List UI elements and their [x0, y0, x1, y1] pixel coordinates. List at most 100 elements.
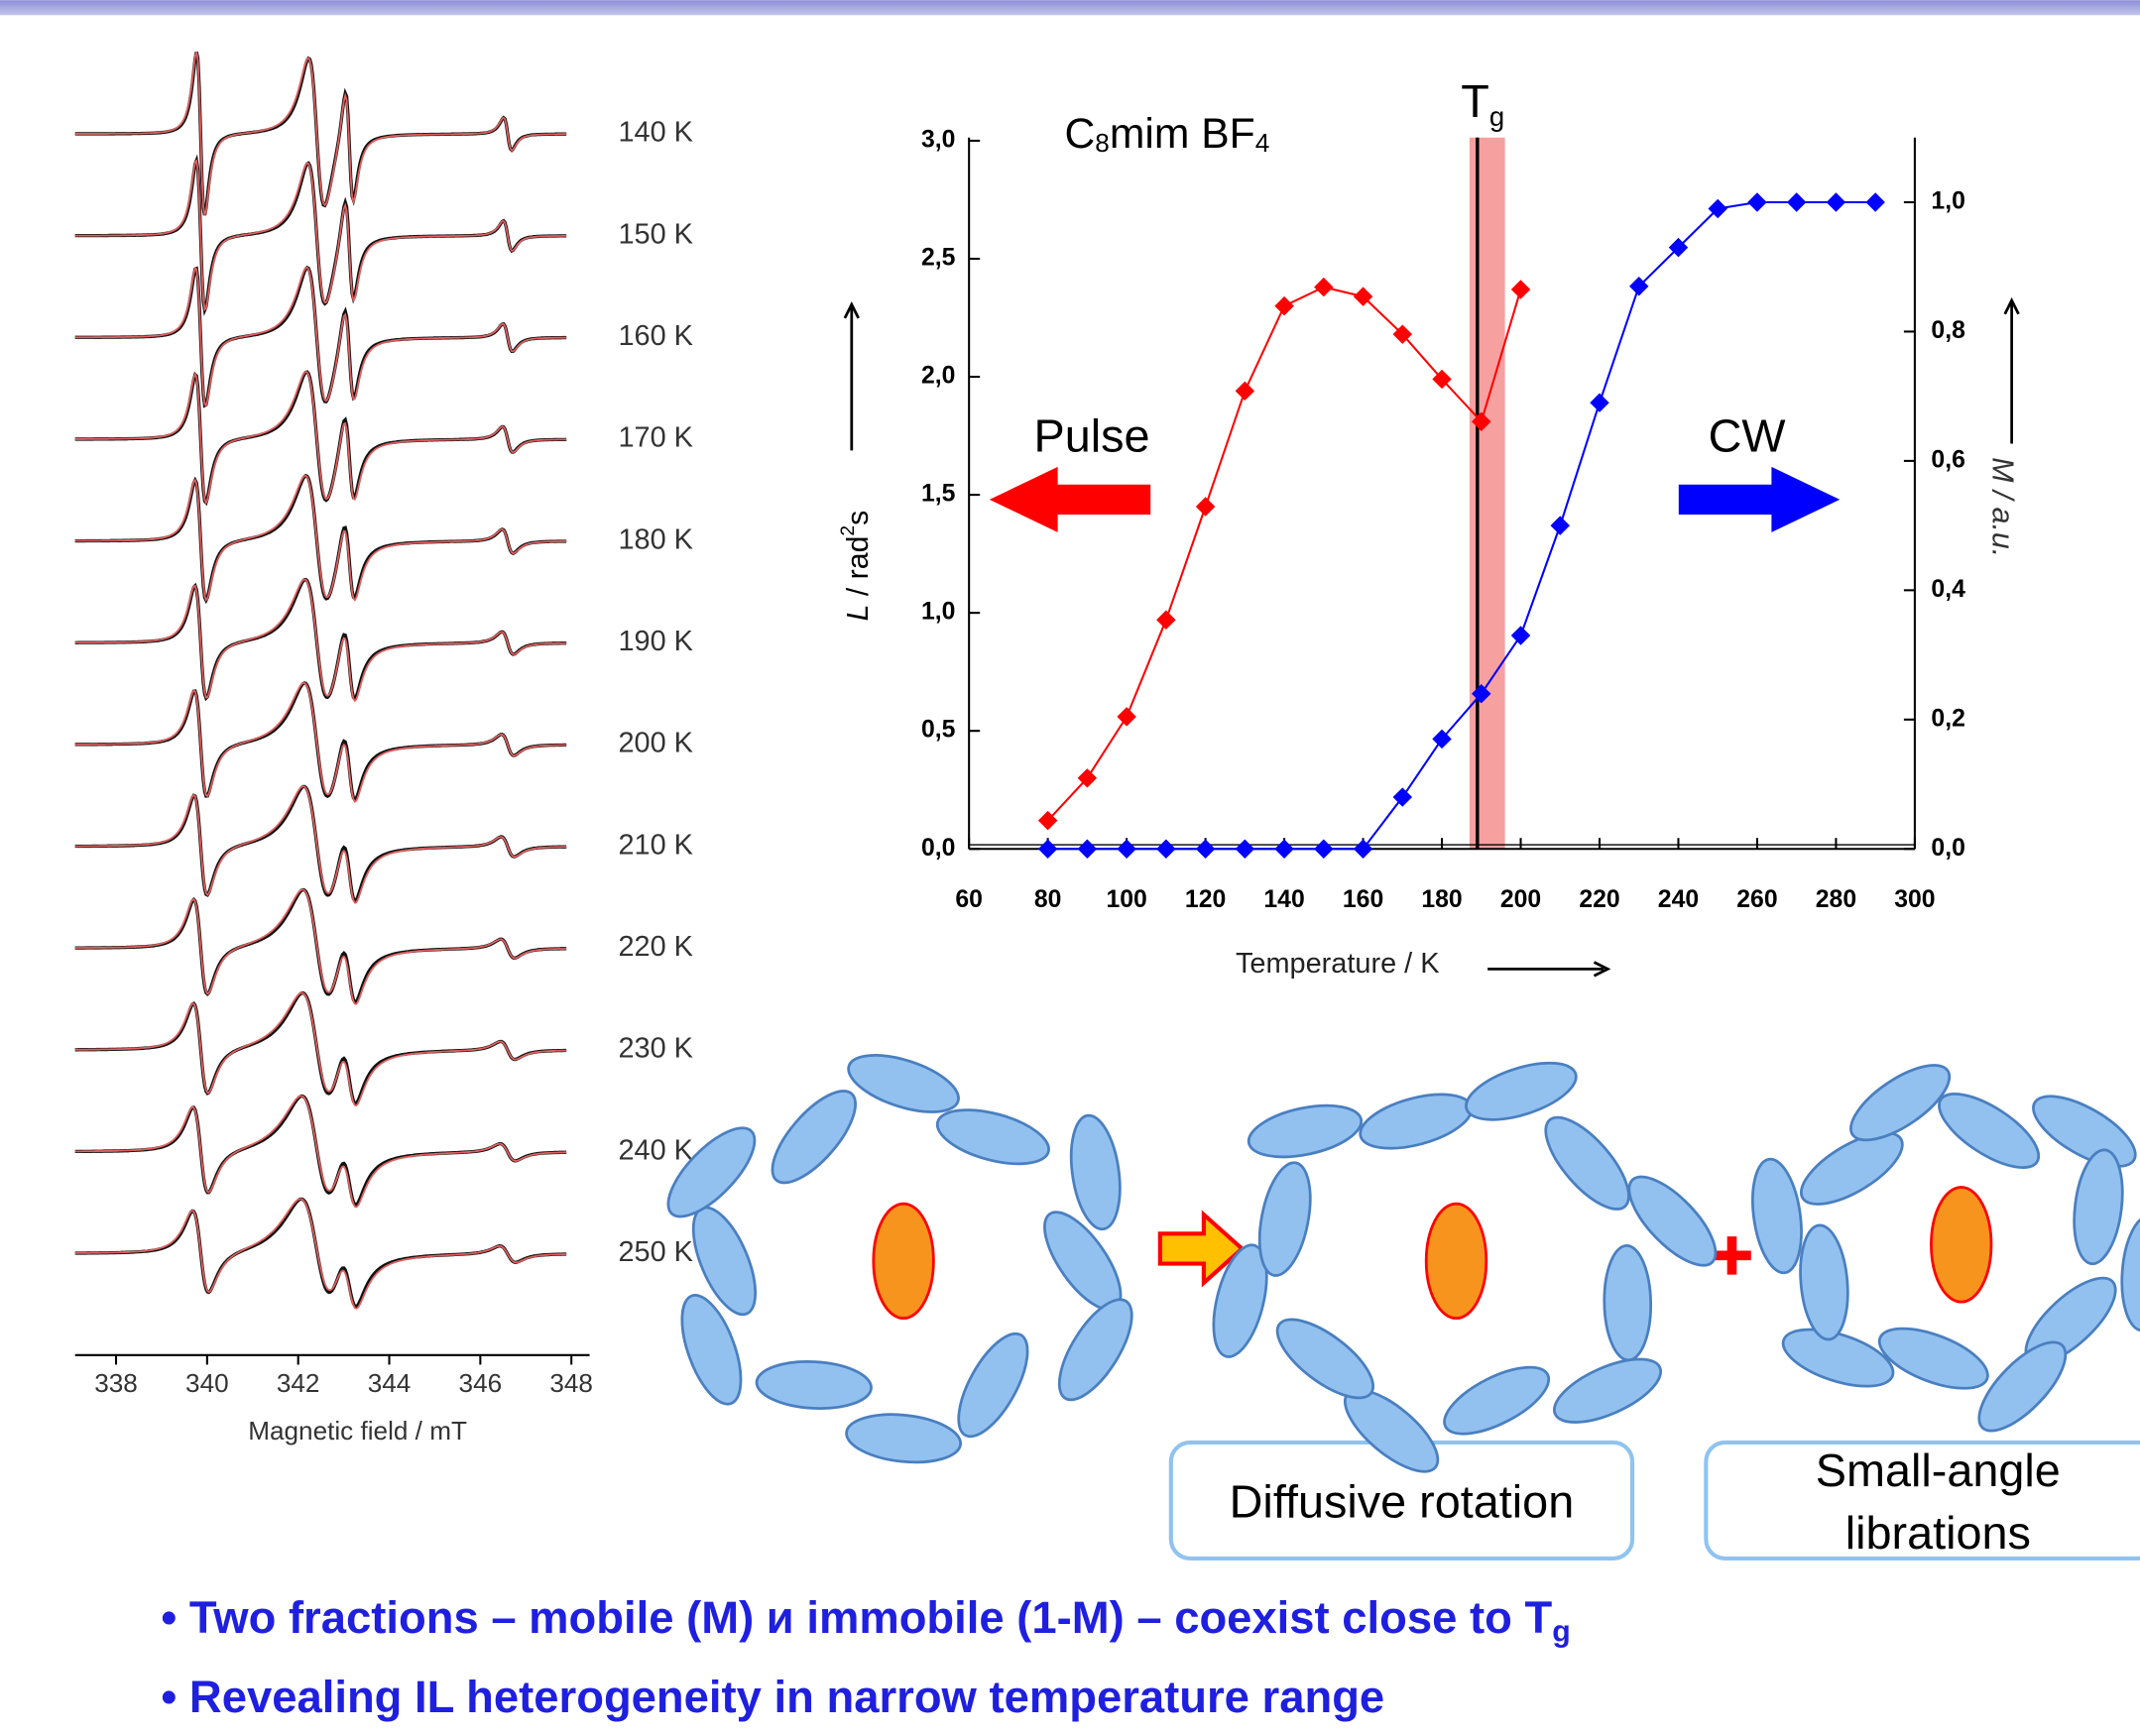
x-tick-label: 120 [1185, 886, 1226, 913]
x-tick-label: 342 [277, 1368, 320, 1398]
probe [1930, 1186, 1993, 1304]
molecule [1247, 1103, 1364, 1159]
y2-tick-label: 0,4 [1931, 576, 1965, 603]
y-tick-label: 1,5 [921, 481, 956, 508]
spectrum-curve [74, 1095, 567, 1209]
data-point [1550, 516, 1570, 535]
y-label-part: 2 [838, 525, 859, 536]
spectrum-label: 140 K [618, 117, 693, 149]
molecule [1849, 1064, 1952, 1142]
axis-arrow [2003, 296, 2020, 444]
series-name: Pulse [1034, 410, 1150, 462]
x-axis-label: Temperature / K [1236, 948, 1440, 980]
series-line [1047, 200, 1876, 851]
x-tick-label: 340 [185, 1368, 229, 1398]
y-label-part: s [842, 511, 875, 525]
spectrum-label: 200 K [618, 728, 693, 759]
data-point [1077, 768, 1098, 788]
molecule [1751, 1157, 1803, 1275]
x-axis-label: Magnetic field / mT [248, 1416, 467, 1446]
data-point [1314, 277, 1334, 297]
data-point [1668, 237, 1689, 258]
diagram: Diffusive rotation Small-angle libration… [666, 1054, 2140, 1561]
x-tick-label: 160 [1343, 886, 1383, 913]
molecule [680, 1294, 743, 1406]
data-point [1353, 839, 1373, 859]
data-point [1786, 192, 1807, 212]
data-point [1235, 381, 1255, 402]
y2-axis-label: M / a.u. [1986, 457, 2019, 557]
bullet: • Two fractions – mobile (M) и immobile … [161, 1592, 1570, 1648]
x-tick-label: 100 [1106, 886, 1146, 913]
data-point [1156, 839, 1176, 859]
molecule [1544, 1115, 1630, 1211]
spectrum-curve [74, 785, 567, 904]
box-label: librations [1845, 1507, 2031, 1559]
x-tick-label: 60 [955, 886, 983, 913]
spectrum-label: 160 K [618, 320, 693, 352]
x-tick-label: 346 [459, 1368, 503, 1398]
tg-label: Tg [1461, 76, 1504, 133]
molecule [1799, 1131, 1904, 1206]
x-tick-label: 220 [1579, 886, 1619, 913]
spectrum-curve [74, 991, 567, 1107]
molecule [845, 1413, 963, 1464]
axis-arrow [1487, 961, 1611, 978]
y-tick-label: 0,5 [921, 717, 956, 744]
data-point [1826, 192, 1846, 212]
spectrum-label: 210 K [618, 829, 693, 861]
bullet: • Revealing IL heterogeneity in narrow t… [161, 1672, 1384, 1722]
molecule [1627, 1175, 1718, 1267]
molecule [2032, 1095, 2137, 1168]
data-point [1274, 295, 1294, 316]
molecule [2073, 1148, 2124, 1266]
molecule [1359, 1093, 1474, 1150]
y-label-part: L [842, 605, 875, 622]
y-axis-label: L / rad2s [838, 511, 875, 622]
spectrum-curve [74, 1094, 567, 1208]
molecule [1465, 1061, 1578, 1121]
spectrum-curve [74, 888, 567, 1005]
spectrum-curve [74, 578, 567, 703]
y-label-part: / rad [842, 536, 875, 605]
x-tick-label: 280 [1816, 886, 1856, 913]
data-point [1274, 839, 1294, 859]
molecule [1781, 1328, 1895, 1388]
molecule [847, 1054, 960, 1113]
x-tick-label: 260 [1736, 886, 1777, 913]
tg-subscript: g [1489, 101, 1504, 132]
data-point [1629, 277, 1649, 296]
molecule [1257, 1161, 1312, 1277]
data-point [1037, 839, 1058, 859]
probe [872, 1202, 935, 1321]
subscript: 8 [1095, 128, 1110, 158]
subscript: g [1552, 1616, 1570, 1649]
spectrum-label: 230 K [618, 1033, 693, 1065]
series-name: CW [1709, 410, 1786, 462]
molecule [1799, 1223, 1849, 1341]
molecule [957, 1331, 1029, 1439]
x-tick-label: 180 [1421, 886, 1462, 913]
x-tick-label: 300 [1894, 886, 1935, 913]
top-bar [0, 0, 2140, 16]
data-point [1432, 729, 1452, 750]
molecule [1603, 1243, 1653, 1362]
molecule [1552, 1357, 1663, 1424]
spectrum-curve [74, 51, 567, 216]
y2-tick-label: 1,0 [1931, 188, 1964, 215]
title-text: C [1064, 110, 1095, 158]
spectrum-curve [74, 370, 567, 506]
molecule [935, 1108, 1050, 1166]
data-point [1392, 324, 1413, 344]
data-point [1314, 839, 1334, 859]
series-arrow [1678, 466, 1841, 532]
data-point [1195, 497, 1216, 517]
y2-tick-label: 0,2 [1931, 705, 1964, 732]
y-tick-label: 3,0 [921, 126, 955, 153]
data-point [1472, 411, 1491, 432]
plus-sign [1713, 1236, 1751, 1275]
spectrum-curve [74, 681, 567, 803]
data-point [1432, 369, 1452, 390]
data-point [1590, 393, 1609, 412]
